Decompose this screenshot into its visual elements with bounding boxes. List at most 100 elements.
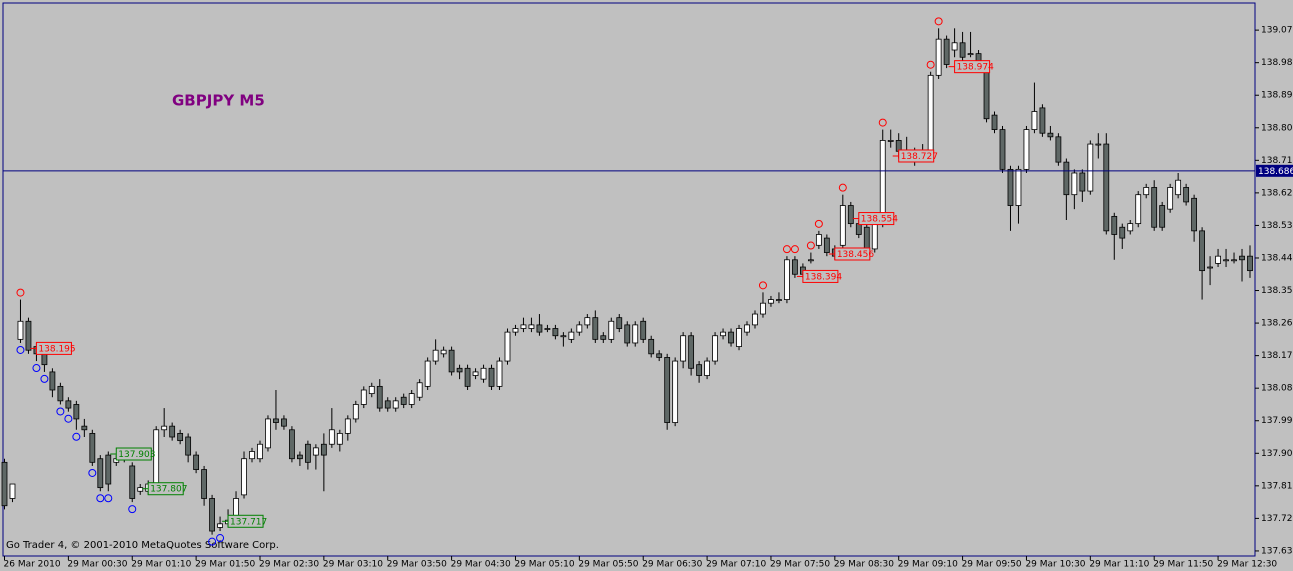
x-tick-label: 29 Mar 01:10	[131, 560, 191, 570]
y-tick-label: 138.445	[1261, 253, 1293, 263]
candle-body	[328, 429, 335, 445]
candle-body	[1135, 194, 1142, 225]
candle-body	[1191, 197, 1198, 232]
candle-body	[1215, 255, 1221, 264]
annotation-box	[954, 60, 991, 74]
candle-body	[648, 338, 655, 355]
fractal-marker	[104, 494, 113, 503]
fractal-marker	[56, 407, 65, 416]
candle-body	[576, 324, 583, 333]
x-tick-label: 29 Mar 03:50	[387, 560, 447, 570]
x-tick-label: 29 Mar 09:10	[898, 560, 958, 570]
annotation-box	[898, 149, 935, 163]
annotation-label: 137.807	[150, 485, 187, 495]
candle-body	[1015, 168, 1022, 206]
fractal-marker	[934, 17, 943, 26]
fractal-marker	[32, 364, 41, 373]
candle-body	[448, 349, 455, 373]
candle-body	[1175, 179, 1182, 196]
fractal-marker	[782, 245, 791, 254]
fractal-marker	[758, 281, 767, 290]
candle-body	[1111, 215, 1118, 235]
y-tick-label: 138.985	[1261, 58, 1293, 68]
x-tick-label: 26 Mar 2010	[4, 560, 61, 570]
candle-body	[728, 331, 734, 344]
y-tick-label: 138.175	[1261, 351, 1293, 361]
candle-body	[360, 389, 367, 405]
fractal-marker	[216, 534, 225, 543]
x-tick-label: 29 Mar 05:50	[578, 560, 638, 570]
current-price-label: 138.686	[1258, 167, 1293, 177]
candle-body	[768, 299, 774, 304]
y-tick-label: 138.805	[1261, 123, 1293, 133]
current-price-box	[1256, 164, 1293, 177]
candle-body	[129, 465, 136, 499]
candle-body	[560, 335, 567, 338]
candle-body	[1047, 132, 1054, 138]
candle-body	[105, 454, 112, 485]
candle-body	[1167, 187, 1174, 210]
candle-body	[1159, 205, 1166, 228]
candle-body	[297, 454, 303, 460]
x-tick-label: 29 Mar 10:30	[1025, 560, 1085, 570]
candle-body	[1223, 259, 1229, 262]
candle-body	[504, 331, 511, 362]
fractal-marker	[806, 241, 815, 250]
x-tick-label: 29 Mar 05:10	[514, 560, 574, 570]
y-tick-label: 138.625	[1261, 188, 1293, 198]
fractal-marker	[790, 245, 799, 254]
candle-body	[368, 385, 375, 395]
y-tick-label: 137.725	[1261, 514, 1293, 524]
candle-body	[49, 371, 56, 391]
candle-body	[983, 67, 990, 120]
candle-body	[336, 432, 343, 445]
x-tick-label: 29 Mar 11:50	[1153, 560, 1213, 570]
candle-body	[249, 451, 255, 460]
candle-body	[1079, 172, 1086, 192]
plot-frame	[2, 2, 1256, 557]
candle-body	[1087, 143, 1094, 192]
fractal-marker	[96, 494, 105, 503]
candle-body	[951, 42, 958, 51]
fractal-marker	[88, 468, 97, 477]
fractal-marker	[72, 432, 81, 441]
candle-body	[608, 320, 615, 340]
candle-body	[65, 400, 72, 409]
candle-body	[887, 140, 894, 142]
candle-body	[384, 400, 391, 409]
candle-body	[792, 259, 798, 275]
y-tick-label: 138.355	[1261, 286, 1293, 296]
candle-body	[552, 328, 559, 337]
candle-body	[1, 461, 8, 507]
annotation-box	[227, 514, 264, 528]
chart-title: GBPJPY M5	[172, 92, 265, 110]
annotation-box	[147, 482, 184, 496]
candle-body	[871, 223, 878, 250]
candle-body	[943, 38, 950, 65]
candle-body	[1103, 143, 1110, 232]
candle-body	[528, 324, 535, 329]
candle-body	[352, 404, 359, 420]
candle-body	[265, 418, 271, 449]
candle-body	[73, 404, 80, 420]
candle-body	[241, 458, 247, 496]
x-tick-label: 29 Mar 11:10	[1089, 560, 1149, 570]
candle-body	[1143, 187, 1150, 196]
candle-body	[720, 331, 726, 337]
candle-body	[959, 42, 966, 58]
candle-body	[169, 425, 176, 438]
candle-body	[935, 38, 942, 76]
candle-body	[217, 523, 223, 528]
candle-body	[376, 385, 383, 409]
fractal-marker	[878, 118, 887, 127]
candle-body	[289, 429, 295, 460]
candle-body	[456, 367, 463, 373]
candle-body	[281, 418, 287, 427]
candle-body	[1031, 111, 1038, 130]
candle-body	[664, 357, 671, 423]
fractal-marker	[208, 537, 217, 546]
candle-body	[1151, 187, 1158, 228]
candle-body	[1063, 161, 1070, 196]
candle-body	[1239, 255, 1245, 261]
candle-body	[815, 234, 822, 246]
